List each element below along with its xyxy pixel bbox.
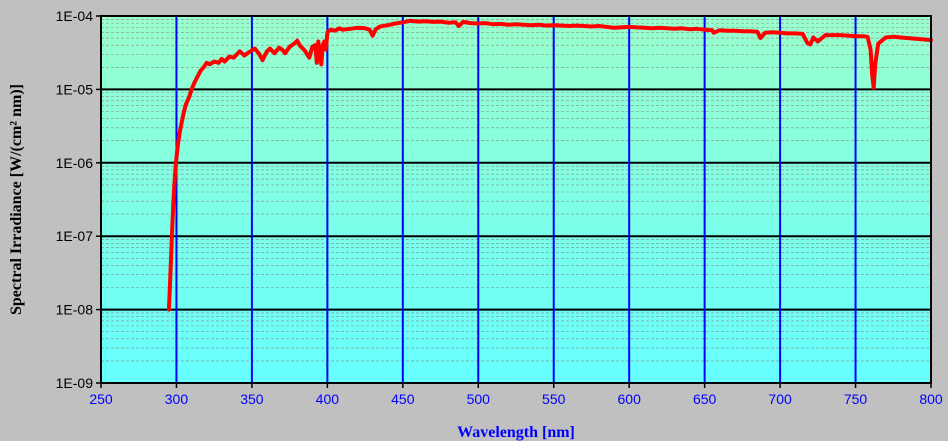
x-tick-label: 800 bbox=[919, 391, 943, 407]
x-tick-label: 450 bbox=[391, 391, 415, 407]
x-tick-label: 550 bbox=[542, 391, 566, 407]
x-tick-label: 250 bbox=[89, 391, 113, 407]
y-tick-label: 1E-04 bbox=[56, 8, 94, 24]
x-axis-label: Wavelength [nm] bbox=[457, 424, 575, 441]
x-tick-label: 650 bbox=[693, 391, 717, 407]
y-tick-label: 1E-05 bbox=[56, 81, 94, 97]
x-axis-ticks: 250 300 350 400 450 500 550 600 650 700 750 800 bbox=[89, 383, 943, 407]
y-tick-label: 1E-08 bbox=[56, 302, 94, 318]
y-tick-label: 1E-07 bbox=[56, 228, 94, 244]
major-grid-x bbox=[175, 16, 857, 383]
x-tick-label: 750 bbox=[844, 391, 868, 407]
plot-area bbox=[101, 16, 931, 383]
x-tick-label: 600 bbox=[618, 391, 642, 407]
x-tick-label: 350 bbox=[240, 391, 264, 407]
plot-frame bbox=[100, 15, 932, 384]
y-tick-label: 1E-06 bbox=[56, 155, 94, 171]
y-axis-ticks: 1E-09 1E-08 1E-07 1E-06 1E-05 1E-04 bbox=[56, 8, 101, 391]
x-tick-label: 700 bbox=[768, 391, 792, 407]
y-axis-label: Spectral Irradiance [W/(cm² nm)] bbox=[8, 84, 25, 315]
x-tick-label: 300 bbox=[165, 391, 189, 407]
y-tick-label: 1E-09 bbox=[56, 375, 94, 391]
series-line-spectral-irradiance bbox=[166, 18, 933, 312]
x-tick-label: 500 bbox=[467, 391, 491, 407]
x-tick-label: 400 bbox=[316, 391, 340, 407]
